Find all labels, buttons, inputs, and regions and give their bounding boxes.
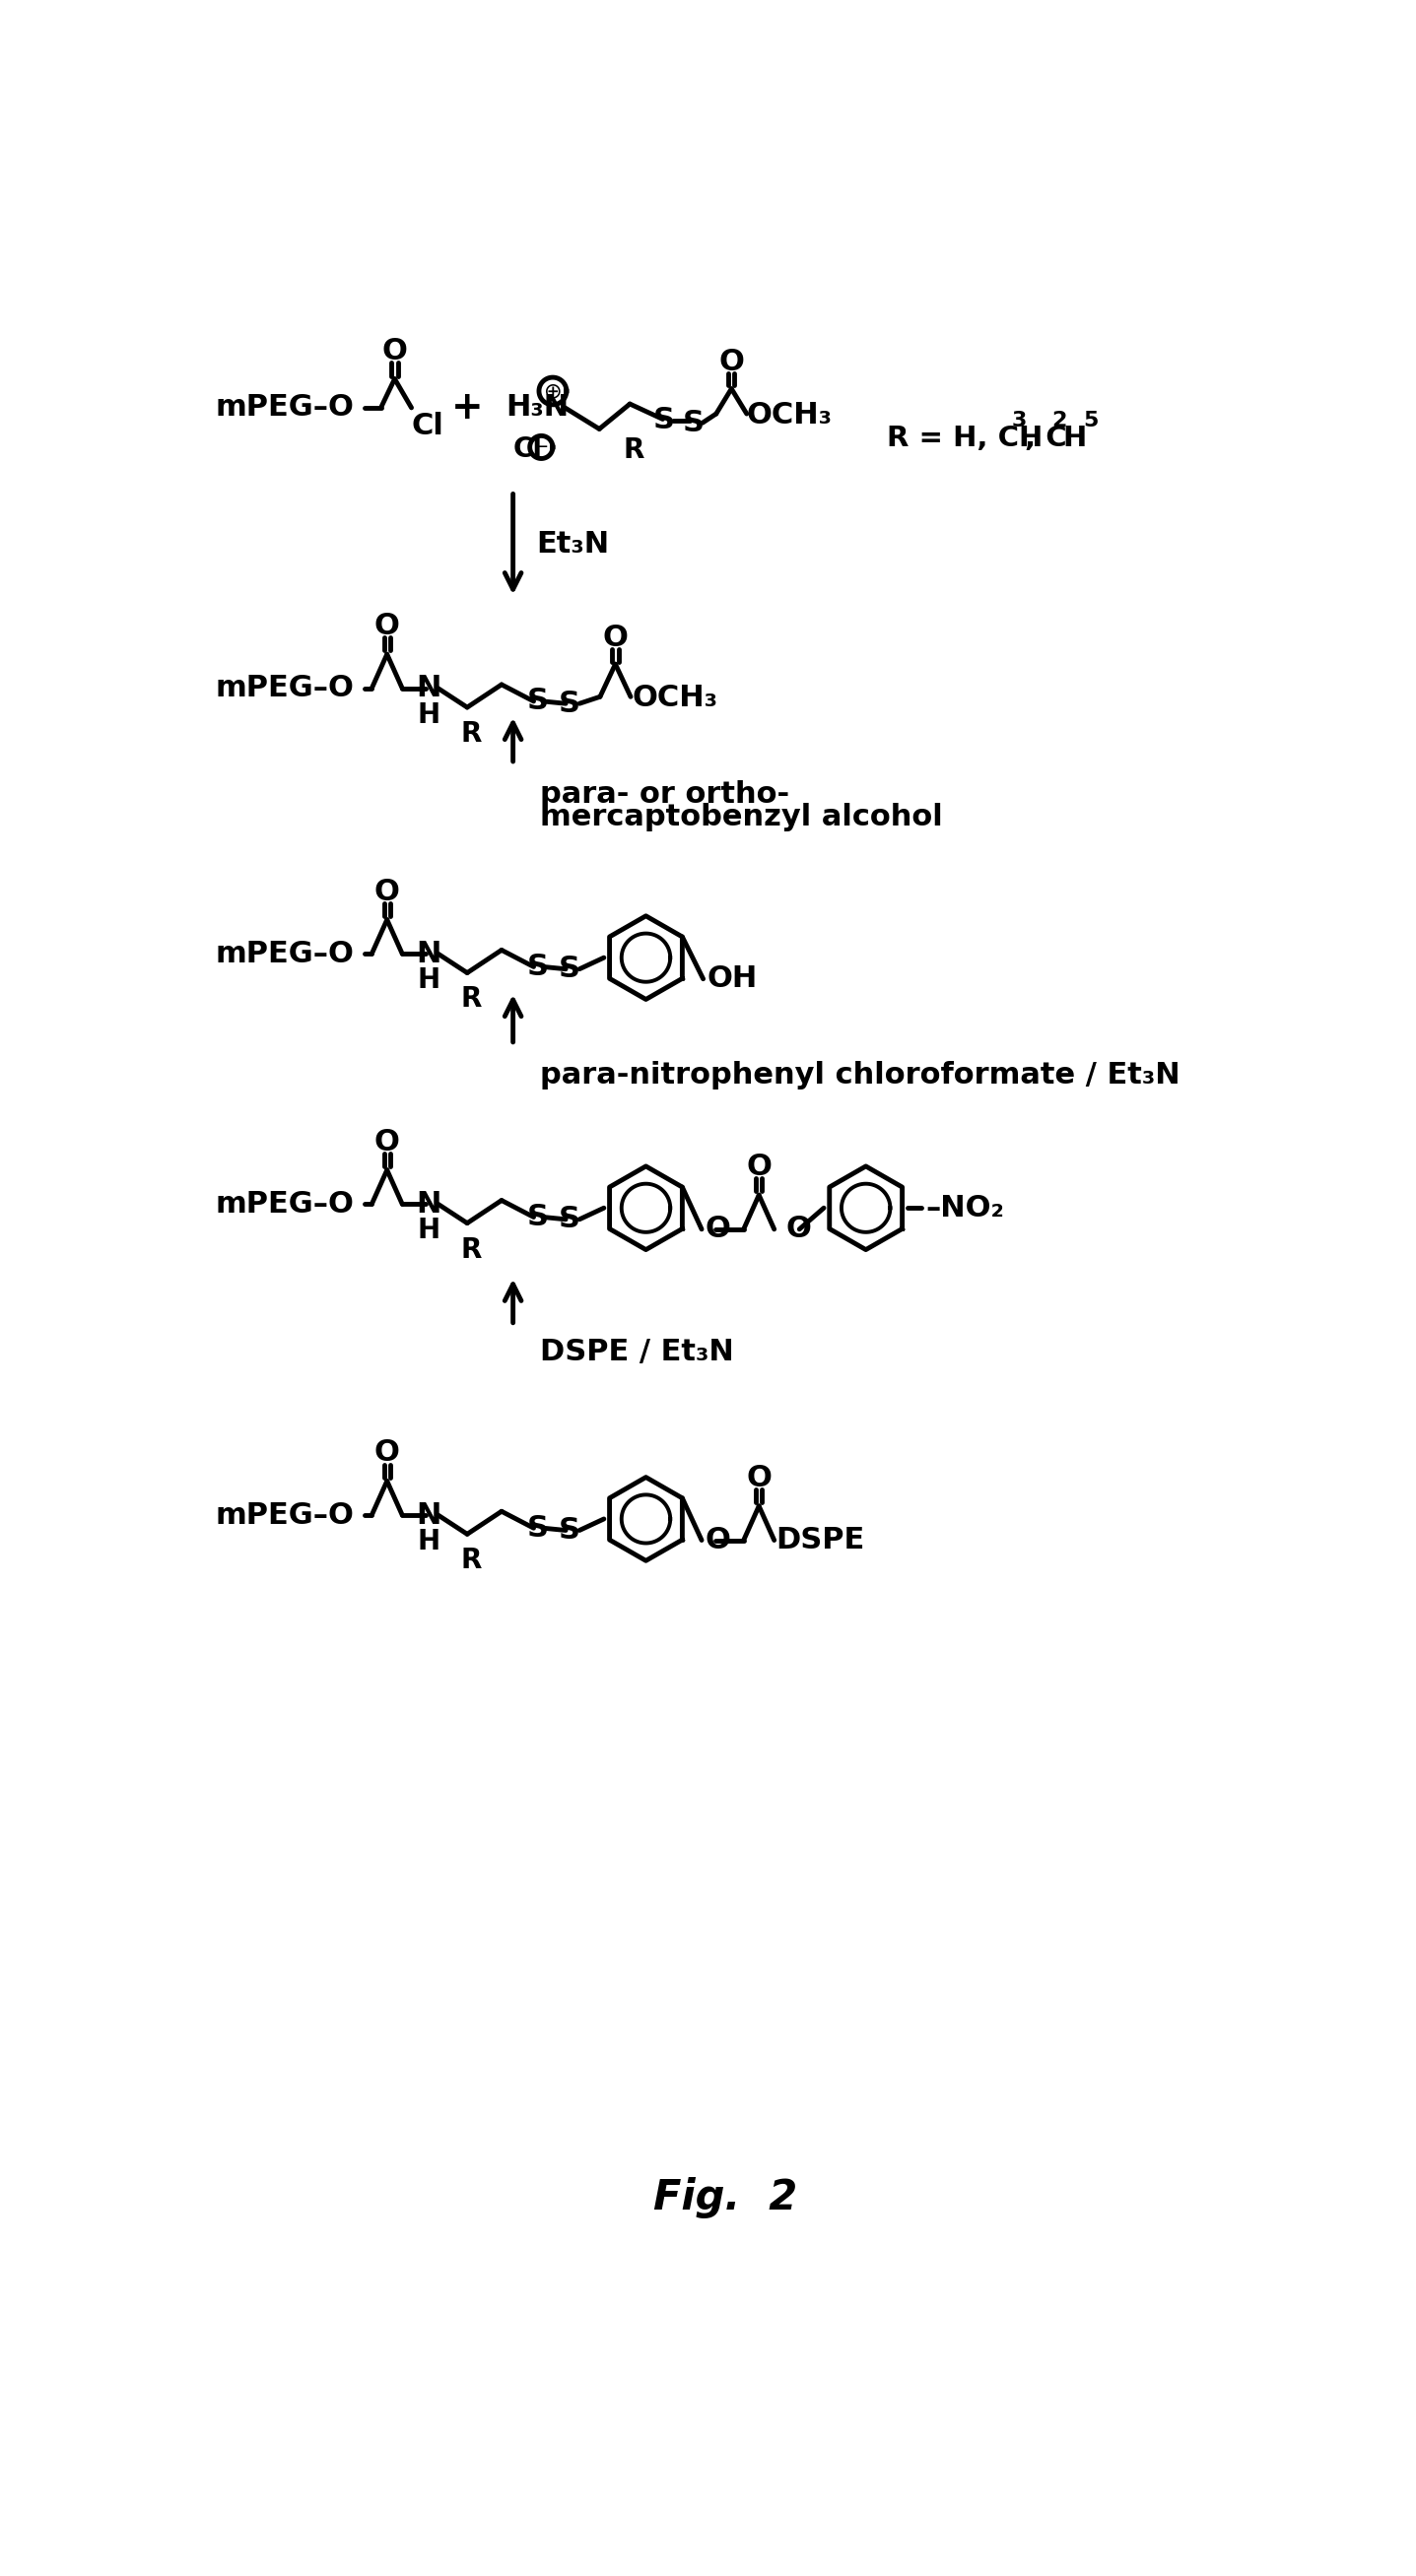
Text: H₃N: H₃N	[506, 394, 569, 422]
Text: O: O	[374, 1437, 399, 1468]
Text: DSPE: DSPE	[776, 1525, 865, 1553]
Text: O: O	[719, 348, 745, 376]
Text: S: S	[559, 1206, 581, 1234]
Text: R: R	[460, 1236, 481, 1262]
Text: S: S	[559, 1517, 581, 1546]
Text: 3: 3	[1011, 410, 1027, 430]
Text: R = H, CH: R = H, CH	[888, 425, 1044, 451]
Text: ⊕: ⊕	[544, 381, 562, 402]
Text: 5: 5	[1083, 410, 1097, 430]
Text: S: S	[527, 688, 548, 716]
Text: mPEG–O: mPEG–O	[215, 394, 354, 422]
Text: mPEG–O: mPEG–O	[215, 1190, 354, 1218]
Text: S: S	[559, 690, 581, 719]
Text: N: N	[416, 940, 442, 969]
Text: R: R	[460, 987, 481, 1012]
Text: S: S	[683, 410, 704, 438]
Text: 2: 2	[1052, 410, 1066, 430]
Text: OCH₃: OCH₃	[632, 685, 718, 714]
Text: mPEG–O: mPEG–O	[215, 675, 354, 703]
Text: −: −	[534, 438, 549, 456]
Text: S: S	[527, 1515, 548, 1543]
Text: +: +	[452, 389, 483, 428]
Text: R: R	[460, 1546, 481, 1574]
Text: O: O	[374, 613, 399, 641]
Text: , C: , C	[1025, 425, 1066, 451]
Text: O: O	[382, 337, 408, 366]
Text: Fig.  2: Fig. 2	[653, 2177, 797, 2218]
Text: O: O	[746, 1151, 772, 1182]
Text: S: S	[527, 953, 548, 981]
Text: R: R	[623, 435, 644, 464]
Text: Et₃N: Et₃N	[535, 531, 609, 559]
Text: Cl: Cl	[412, 412, 443, 440]
Text: H: H	[418, 701, 440, 729]
Text: R: R	[460, 721, 481, 747]
Text: S: S	[653, 407, 675, 435]
Text: H: H	[418, 1216, 440, 1244]
Text: N: N	[416, 1502, 442, 1530]
Text: para-nitrophenyl chloroformate / Et₃N: para-nitrophenyl chloroformate / Et₃N	[539, 1061, 1180, 1090]
Text: OH: OH	[707, 963, 758, 994]
Text: H: H	[418, 1528, 440, 1556]
Text: para- or ortho-: para- or ortho-	[539, 781, 789, 809]
Text: O: O	[374, 1128, 399, 1157]
Text: N: N	[416, 1190, 442, 1218]
Text: OCH₃: OCH₃	[746, 402, 833, 430]
Text: O: O	[374, 878, 399, 907]
Text: O: O	[705, 1216, 731, 1244]
Text: O: O	[786, 1216, 811, 1244]
Text: N: N	[416, 675, 442, 703]
Text: H: H	[418, 966, 440, 994]
Text: O: O	[705, 1525, 731, 1553]
Text: –NO₂: –NO₂	[926, 1193, 1004, 1221]
Text: mercaptobenzyl alcohol: mercaptobenzyl alcohol	[539, 804, 943, 832]
Text: mPEG–O: mPEG–O	[215, 1502, 354, 1530]
Text: S: S	[559, 956, 581, 984]
Text: mPEG–O: mPEG–O	[215, 940, 354, 969]
Text: O: O	[603, 623, 629, 652]
Text: S: S	[527, 1203, 548, 1231]
Text: Cl: Cl	[513, 435, 542, 464]
Text: O: O	[746, 1463, 772, 1492]
Text: H: H	[1063, 425, 1086, 451]
Text: DSPE / Et₃N: DSPE / Et₃N	[539, 1337, 733, 1365]
